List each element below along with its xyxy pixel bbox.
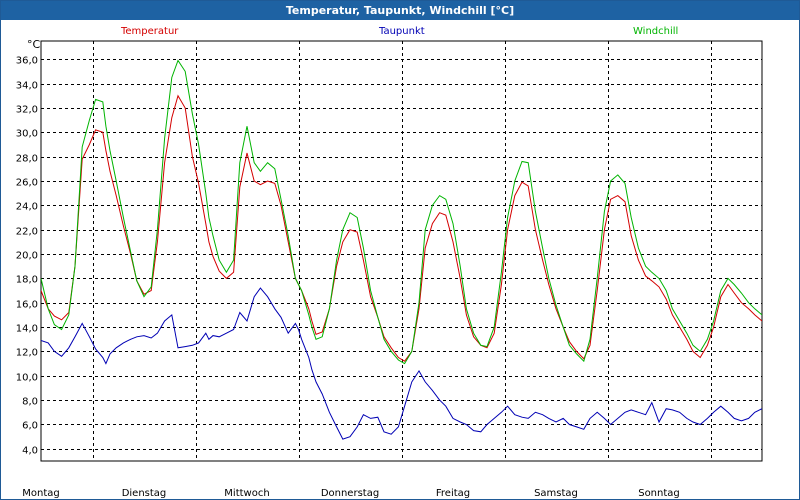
y-tick-label: 26,0 (16, 178, 38, 189)
y-tick-label: 6,0 (22, 421, 38, 432)
x-tick-day: Dienstag (122, 488, 167, 499)
legend-taupunkt: Taupunkt (379, 26, 425, 37)
plot-area (40, 40, 763, 462)
y-tick-label: 34,0 (16, 81, 38, 92)
x-tick-day: Freitag (436, 488, 470, 499)
x-tick-day: Sonntag (638, 488, 680, 499)
y-tick-label: 14,0 (16, 324, 38, 335)
y-tick-label: 10,0 (16, 373, 38, 384)
series-line-temperatur (41, 94, 762, 362)
chart-title: Temperatur, Taupunkt, Windchill [°C] (1, 1, 799, 20)
x-tick-day: Samstag (534, 488, 578, 499)
y-tick-label: 12,0 (16, 348, 38, 359)
legend-temperatur: Temperatur (121, 26, 179, 37)
y-tick-label: 28,0 (16, 154, 38, 165)
y-tick-label: 32,0 (16, 105, 38, 116)
y-tick-label: 22,0 (16, 227, 38, 238)
y-tick-label: 20,0 (16, 251, 38, 262)
series-line-taupunkt (41, 287, 762, 440)
x-tick-day: Montag (22, 488, 59, 499)
series-line-windchill (41, 59, 762, 365)
line-chart: 4,0 6,0 8,0 10,0 12,0 14,0 16,0 18,0 20,0 22,0 24,… (16, 40, 763, 499)
legend-windchill: Windchill (633, 26, 679, 37)
x-tick-day: Donnerstag (321, 488, 379, 499)
y-tick-label: 8,0 (22, 397, 38, 408)
y-tick-label: 18,0 (16, 275, 38, 286)
y-tick-label: 30,0 (16, 129, 38, 140)
y-tick-label: 24,0 (16, 202, 38, 213)
y-tick-label: 16,0 (16, 300, 38, 311)
y-tick-label: 36,0 (16, 56, 38, 67)
y-axis-unit: °C (27, 38, 41, 51)
y-tick-label: 4,0 (22, 446, 38, 457)
x-tick-day: Mittwoch (224, 488, 269, 499)
